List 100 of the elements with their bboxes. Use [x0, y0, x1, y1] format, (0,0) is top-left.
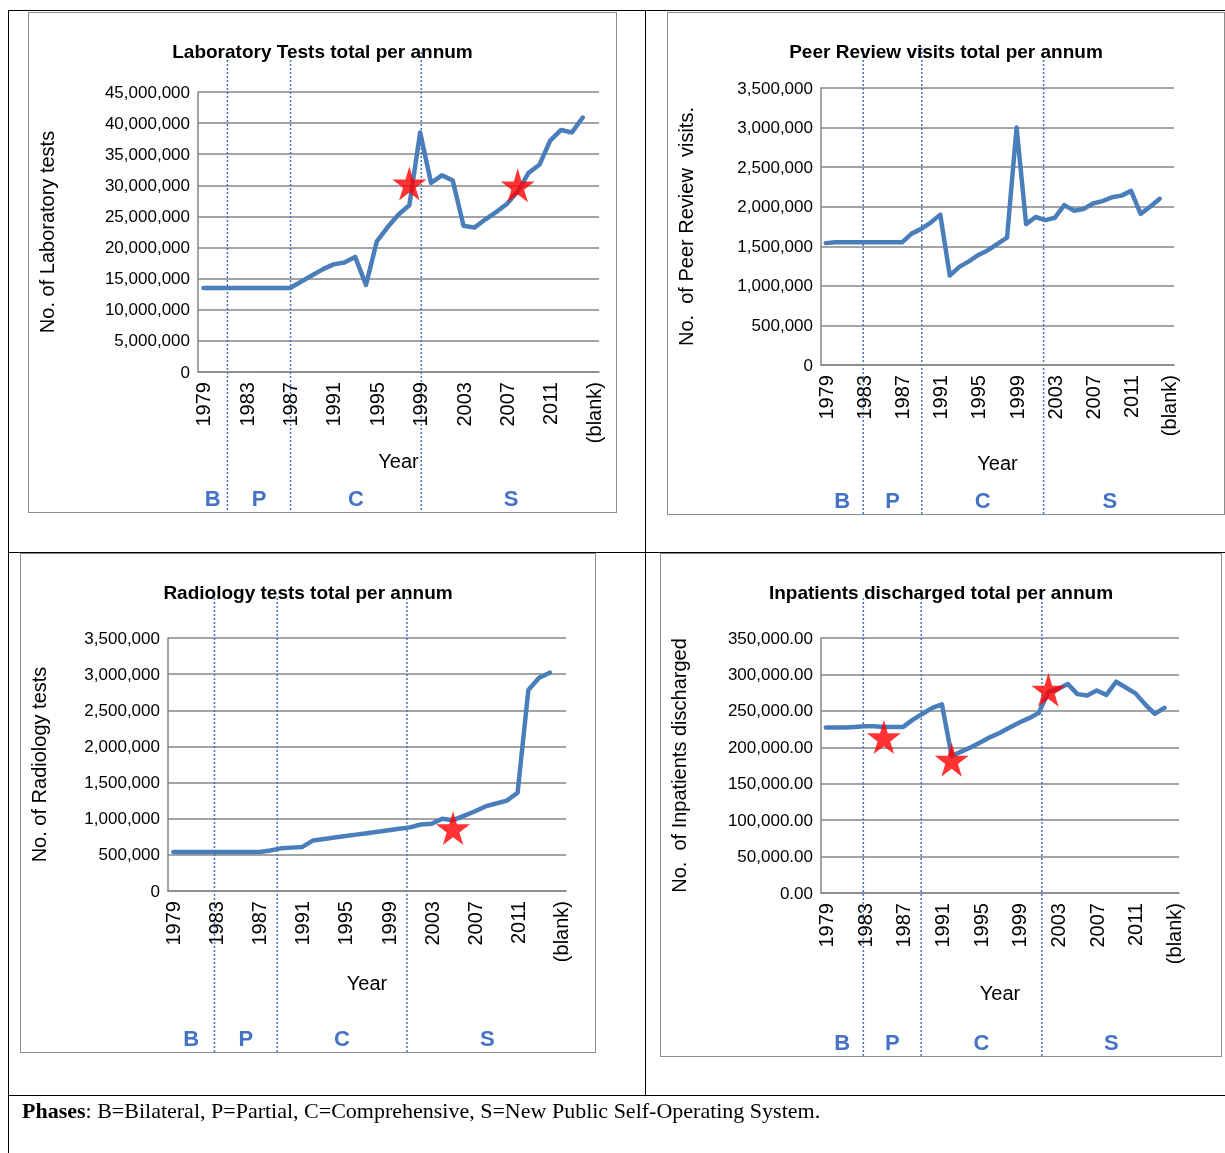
x-axis-title: Year	[977, 452, 1019, 474]
x-tick-label: 2011	[1120, 375, 1143, 419]
x-tick-label: 2011	[506, 901, 529, 945]
y-tick-label: 1,500,000	[737, 236, 813, 256]
y-tick-label: 20,000,000	[104, 238, 190, 258]
text: S	[480, 1025, 495, 1051]
y-tick-label: 0	[180, 362, 190, 382]
x-tick-label: 1995	[967, 375, 990, 420]
x-tick-label: (blank)	[582, 382, 605, 444]
y-tick-label: 25,000,000	[104, 206, 190, 226]
x-tick-label: (blank)	[549, 901, 572, 963]
text: S	[1102, 487, 1118, 513]
y-tick-label: 45,000,000	[104, 82, 190, 102]
y-tick-label: 15,000,000	[104, 269, 190, 289]
y-tick-label: 2,500,000	[737, 157, 813, 177]
y-tick-label: 0.00	[779, 883, 813, 903]
y-tick-label: 350,000.00	[727, 628, 813, 648]
y-tick-label: 3,000,000	[737, 118, 813, 138]
x-tick-label: 1983	[852, 375, 875, 420]
text: S	[503, 485, 519, 511]
x-tick-label: 1979	[814, 375, 837, 420]
x-tick-label: 1979	[814, 903, 837, 948]
x-tick-label: 2007	[463, 901, 486, 946]
chart-title: Laboratory Tests total per annum	[172, 41, 473, 62]
x-tick-label: 1991	[291, 901, 314, 946]
text: B	[834, 1029, 851, 1055]
text: C	[974, 487, 991, 513]
x-tick-label: 1999	[1008, 903, 1031, 948]
y-axis-title: No. of Radiology tests	[28, 666, 50, 863]
chart-title: Peer Review visits total per annum	[789, 41, 1103, 62]
y-tick-label: 300,000.00	[727, 664, 813, 684]
x-tick-label: 1979	[192, 382, 215, 427]
text: B	[834, 487, 851, 513]
text: S	[1104, 1029, 1119, 1055]
text: Phases: B=Bilateral, P=Partial, C=Comprehensive, S=New Public Self-Operating System.	[22, 1098, 821, 1124]
y-axis-title: No. of Peer Review visits.	[675, 107, 697, 346]
y-axis-title: No. of Inpatients discharged	[668, 638, 690, 893]
x-tick-label: 2011	[539, 382, 562, 426]
x-tick-label: 2007	[1081, 375, 1104, 420]
x-tick-label: (blank)	[1163, 903, 1186, 965]
y-tick-label: 3,000,000	[84, 664, 160, 684]
text: C	[973, 1029, 990, 1055]
y-tick-label: 3,500,000	[84, 628, 160, 648]
y-tick-label: 250,000.00	[727, 701, 813, 721]
x-tick-label: 1987	[892, 903, 915, 948]
x-tick-label: 1991	[929, 375, 952, 420]
y-tick-label: 500,000	[751, 315, 813, 335]
y-tick-label: 2,500,000	[84, 700, 160, 720]
y-tick-label: 100,000.00	[727, 810, 813, 830]
x-tick-label: 2007	[495, 382, 518, 427]
text: P	[885, 487, 900, 513]
x-tick-label: 1999	[377, 901, 400, 946]
x-axis-title: Year	[346, 972, 388, 994]
text: P	[251, 485, 267, 511]
point	[866, 720, 901, 755]
point	[934, 742, 969, 777]
y-tick-label: 1,000,000	[737, 276, 813, 296]
x-tick-label: 1999	[1005, 375, 1028, 420]
text: C	[347, 485, 364, 511]
x-tick-label: 1987	[248, 901, 271, 946]
chart-title: Inpatients discharged total per annum	[768, 582, 1114, 603]
x-tick-label: 2003	[420, 901, 443, 946]
x-tick-label: 1991	[322, 382, 345, 427]
text: P	[884, 1029, 900, 1055]
x-tick-label: 1983	[205, 901, 228, 946]
x-tick-label: 1999	[409, 382, 432, 427]
y-tick-label: 1,000,000	[84, 809, 160, 829]
x-tick-label: 1979	[162, 901, 185, 946]
y-tick-label: 1,500,000	[84, 773, 160, 793]
y-tick-label: 0	[803, 355, 813, 375]
y-tick-label: 500,000	[98, 845, 160, 865]
x-tick-label: 2003	[1047, 903, 1070, 948]
y-tick-label: 50,000.00	[737, 847, 813, 867]
y-tick-label: 2,000,000	[737, 197, 813, 217]
x-tick-label: 2003	[452, 382, 475, 427]
y-tick-label: 0	[150, 881, 160, 901]
y-tick-label: 150,000.00	[727, 774, 813, 794]
x-tick-label: 1983	[853, 903, 876, 948]
x-tick-label: 1995	[969, 903, 992, 948]
x-tick-label: 1991	[930, 903, 953, 948]
x-tick-label: 1983	[235, 382, 258, 427]
x-axis-title: Year	[979, 982, 1021, 1004]
y-tick-label: 10,000,000	[104, 300, 190, 320]
text: P	[238, 1025, 254, 1051]
y-tick-label: 30,000,000	[104, 175, 190, 195]
y-tick-label: 40,000,000	[104, 113, 190, 133]
x-tick-label: 1987	[279, 382, 302, 427]
chart-title: Radiology tests total per annum	[163, 582, 453, 603]
x-tick-label: 2007	[1085, 903, 1108, 948]
text: C	[334, 1025, 351, 1051]
y-tick-label: 3,500,000	[737, 78, 813, 98]
text: B	[204, 485, 221, 511]
y-tick-label: 35,000,000	[104, 144, 190, 164]
x-tick-label: 1995	[365, 382, 388, 427]
x-tick-label: 2003	[1043, 375, 1066, 420]
y-axis-title: No. of Laboratory tests	[36, 130, 58, 334]
y-tick-label: 5,000,000	[114, 331, 190, 351]
y-tick-label: 200,000.00	[727, 737, 813, 757]
text: B	[183, 1025, 200, 1051]
y-tick-label: 2,000,000	[84, 736, 160, 756]
